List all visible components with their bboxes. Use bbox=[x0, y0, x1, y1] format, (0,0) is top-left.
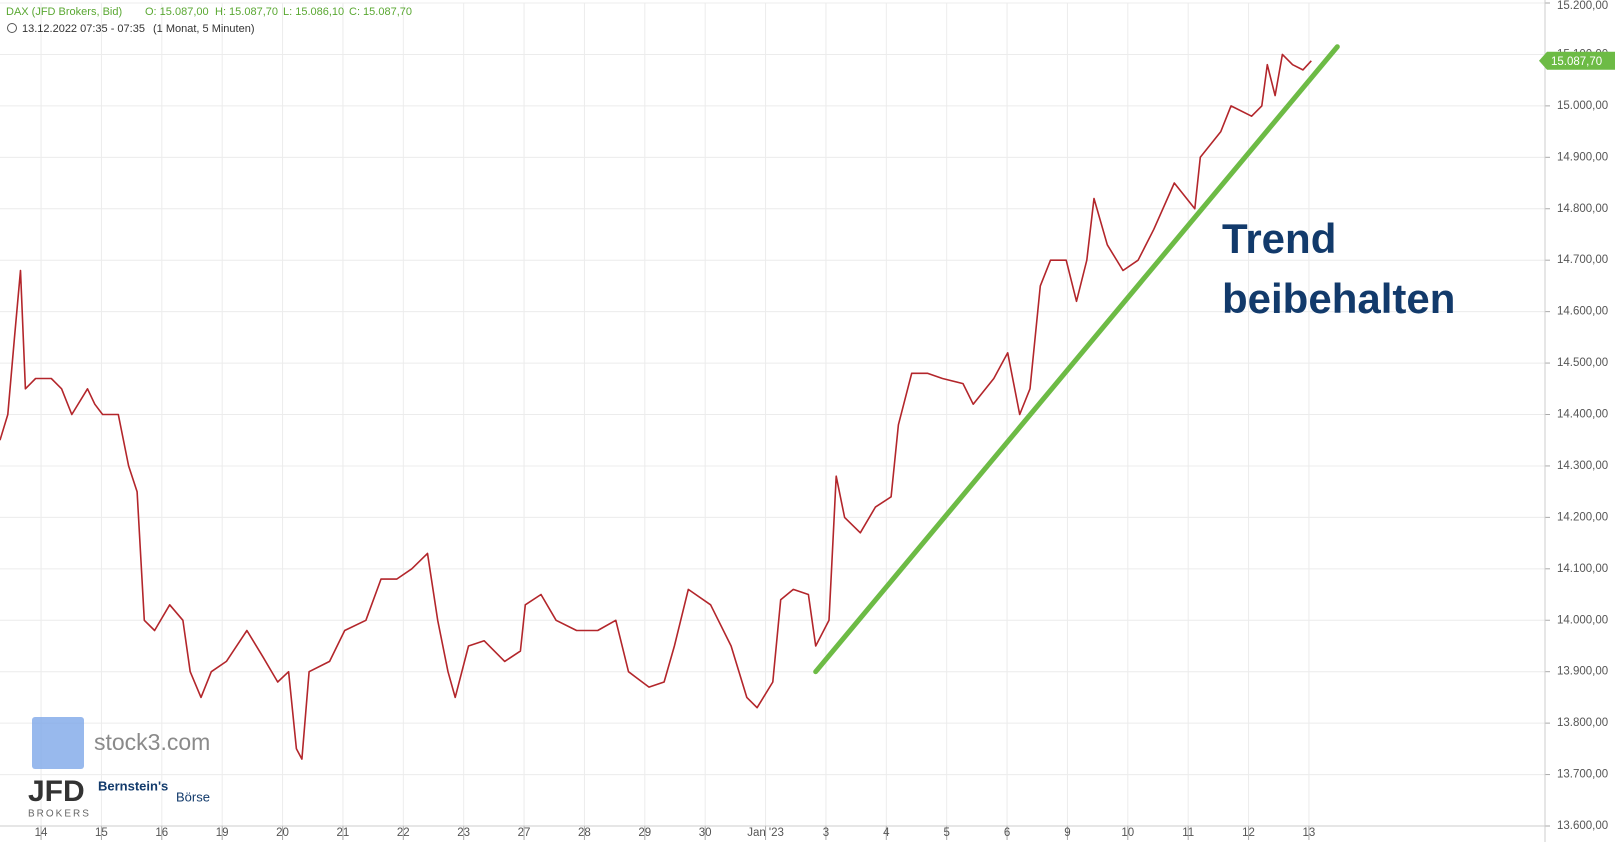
x-tick-label: 11 bbox=[1182, 827, 1194, 839]
y-tick-label: 13.800,00 bbox=[1557, 717, 1608, 729]
y-tick-label: 14.100,00 bbox=[1557, 563, 1608, 575]
x-tick-label: 30 bbox=[699, 827, 712, 839]
x-tick-label: 23 bbox=[457, 827, 470, 839]
x-tick-label: Jan '23 bbox=[747, 827, 784, 839]
x-tick-label: 16 bbox=[155, 827, 168, 839]
y-tick-label: 14.000,00 bbox=[1557, 614, 1608, 626]
x-tick-label: 28 bbox=[578, 827, 591, 839]
clock-icon bbox=[7, 23, 17, 33]
ohlc: O: 15.087,00 bbox=[145, 6, 209, 18]
logo-icon bbox=[32, 717, 84, 769]
ohlc: H: 15.087,70 bbox=[215, 6, 278, 18]
y-tick-label: 14.800,00 bbox=[1557, 203, 1608, 215]
annotation: beibehalten bbox=[1222, 275, 1455, 322]
date-range: 13.12.2022 07:35 - 07:35 bbox=[22, 23, 145, 35]
x-tick-label: 15 bbox=[95, 827, 108, 839]
y-tick-label: 14.600,00 bbox=[1557, 306, 1608, 318]
marks bbox=[0, 44, 1340, 760]
x-tick-label: 9 bbox=[1064, 827, 1070, 839]
x-tick-label: 4 bbox=[883, 827, 890, 839]
x-tick-label: 5 bbox=[943, 827, 949, 839]
logo-text: Bernstein's bbox=[98, 778, 168, 793]
y-tick-label: 14.300,00 bbox=[1557, 460, 1608, 472]
x-tick-label: 14 bbox=[35, 827, 48, 839]
y-tick-label: 13.600,00 bbox=[1557, 820, 1608, 832]
x-tick-label: 22 bbox=[397, 827, 410, 839]
annotation: Trend bbox=[1222, 215, 1336, 262]
y-tick-label: 14.400,00 bbox=[1557, 409, 1608, 421]
x-tick-label: 3 bbox=[823, 827, 829, 839]
last-price-label: 15.087,70 bbox=[1551, 56, 1602, 68]
y-tick-label: 13.900,00 bbox=[1557, 666, 1608, 678]
x-tick-label: 21 bbox=[337, 827, 350, 839]
logo-text: JFD bbox=[28, 775, 85, 808]
y-tick-label: 14.900,00 bbox=[1557, 151, 1608, 163]
last-price-tag bbox=[1539, 51, 1615, 70]
x-tick-label: 12 bbox=[1242, 827, 1255, 839]
trendline bbox=[813, 44, 1340, 675]
y-tick-label: 14.700,00 bbox=[1557, 254, 1608, 266]
y-tick-label: 14.500,00 bbox=[1557, 357, 1608, 369]
y-tick-label: 14.200,00 bbox=[1557, 511, 1608, 523]
instrument: DAX (JFD Brokers, Bid) bbox=[6, 6, 122, 18]
logo-text: stock3.com bbox=[94, 729, 210, 755]
x-tick-label: 6 bbox=[1004, 827, 1010, 839]
y-tick-label: 15.200,00 bbox=[1557, 0, 1608, 12]
y-tick-label: 15.000,00 bbox=[1557, 100, 1608, 112]
x-tick-label: 27 bbox=[518, 827, 531, 839]
logo-text: Börse bbox=[176, 789, 210, 804]
x-tick-label: 13 bbox=[1303, 827, 1316, 839]
ohlc: L: 15.086,10 bbox=[283, 6, 344, 18]
x-tick-label: 10 bbox=[1121, 827, 1134, 839]
x-tick-label: 19 bbox=[216, 827, 229, 839]
labels: DAX (JFD Brokers, Bid) O: 15.087,00 H: 1… bbox=[6, 0, 1615, 839]
x-tick-label: 20 bbox=[276, 827, 289, 839]
y-tick-label: 13.700,00 bbox=[1557, 769, 1608, 781]
logo-text: BROKERS bbox=[28, 809, 91, 820]
ohlc: C: 15.087,70 bbox=[349, 6, 412, 18]
interval: (1 Monat, 5 Minuten) bbox=[153, 23, 255, 35]
price-line bbox=[0, 53, 1312, 760]
x-tick-label: 29 bbox=[638, 827, 651, 839]
